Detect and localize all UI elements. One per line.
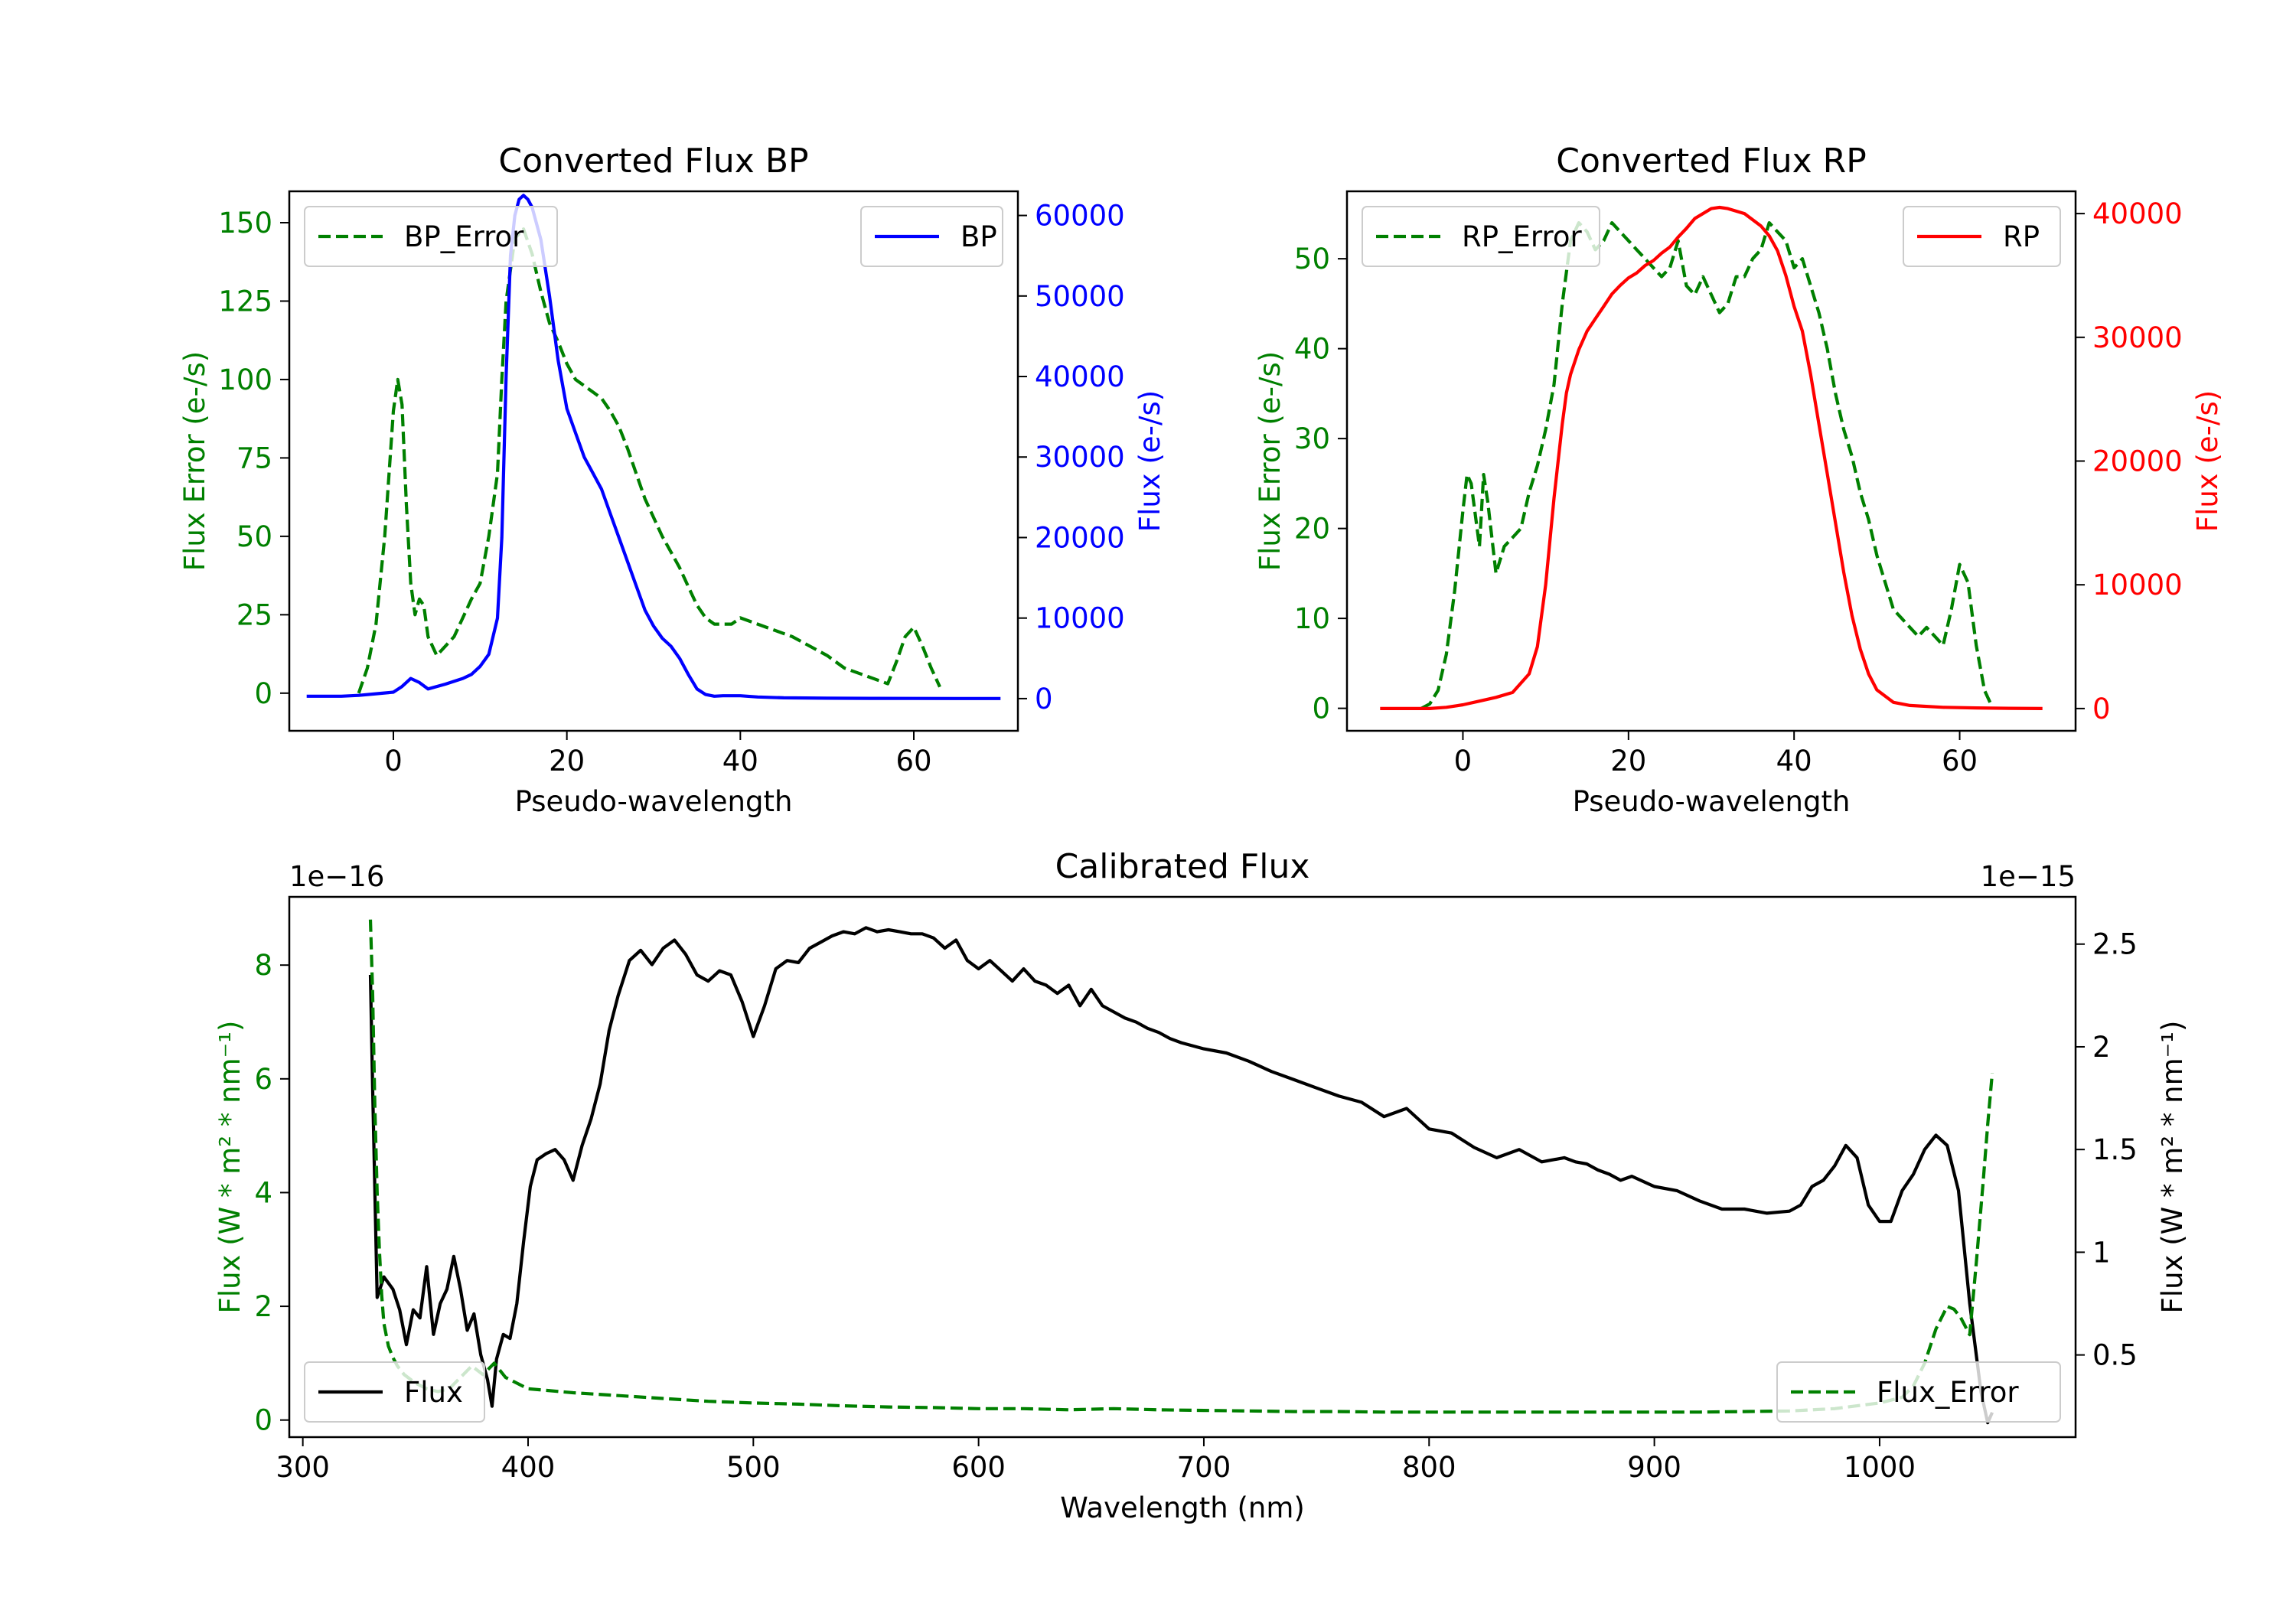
legend-label: Flux <box>404 1376 463 1409</box>
x-tick-label: 20 <box>1610 745 1646 777</box>
x-tick-label: 0 <box>384 745 403 777</box>
y-right-tick-label: 40000 <box>1035 360 1125 393</box>
legend-rp: RP <box>1903 206 2061 267</box>
x-axis-label: Wavelength (nm) <box>1060 1491 1305 1524</box>
y-right-axis-label: Flux (e-/s) <box>2191 390 2224 532</box>
y-right-tick-label: 2.5 <box>2092 928 2138 961</box>
x-tick-label: 800 <box>1402 1451 1456 1484</box>
y-right-tick-label: 1 <box>2092 1236 2111 1269</box>
y-left-tick-label: 2 <box>254 1290 272 1323</box>
y-right-tick-label: 0.5 <box>2092 1339 2138 1372</box>
series-line-bp <box>306 194 1001 700</box>
y-right-tick-label: 1.5 <box>2092 1133 2138 1166</box>
y-left-tick-label: 0 <box>254 677 272 710</box>
x-tick-label: 60 <box>895 745 931 777</box>
legend-flux: Flux <box>304 1361 485 1423</box>
chart-title: Converted Flux RP <box>1556 142 1867 181</box>
y-right-tick-label: 40000 <box>2092 197 2183 230</box>
legend-rp-error: RP_Error <box>1362 206 1600 267</box>
y-left-axis-label: Flux Error (e-/s) <box>178 351 211 571</box>
y-right-tick-label: 20000 <box>1035 521 1125 554</box>
y-left-tick-label: 0 <box>1312 693 1330 725</box>
y-left-tick-label: 4 <box>254 1176 272 1209</box>
legend-label: Flux_Error <box>1877 1376 2019 1409</box>
plot-frame <box>1345 190 2077 732</box>
y-left-tick-label: 50 <box>236 520 272 553</box>
x-tick-label: 20 <box>549 745 585 777</box>
legend-flux-error: Flux_Error <box>1776 1361 2061 1423</box>
legend-bp: BP <box>860 206 1003 267</box>
plot-frame <box>288 895 2077 1439</box>
y-left-tick-label: 40 <box>1294 333 1330 366</box>
x-tick-label: 0 <box>1454 745 1473 777</box>
x-tick-label: 40 <box>722 745 758 777</box>
y-left-axis-label: Flux (W * m² * nm⁻¹) <box>214 1021 246 1314</box>
y-right-tick-label: 60000 <box>1035 200 1125 233</box>
series-line-rp-error <box>1420 221 1994 710</box>
y-right-offset-label: 1e−15 <box>1981 860 2076 893</box>
y-right-tick-label: 10000 <box>1035 602 1125 635</box>
chart-title: Calibrated Flux <box>1055 847 1310 886</box>
legend-label: BP <box>960 220 997 253</box>
legend-label: RP_Error <box>1462 220 1582 253</box>
legend-box <box>304 206 558 267</box>
y-left-tick-label: 20 <box>1294 513 1330 546</box>
y-right-axis-label: Flux (e-/s) <box>1133 390 1166 532</box>
series-line-rp <box>1380 205 2043 710</box>
y-left-tick-label: 125 <box>218 285 272 318</box>
y-left-tick-label: 25 <box>236 598 272 631</box>
chart-bp: 0 20 40 60 0 25 50 75 100 125 150 0 10000 20000 30000 4… <box>178 142 1166 818</box>
series-line-flux-error <box>368 919 1994 1414</box>
y-right-tick-label: 10000 <box>2092 569 2183 601</box>
y-right-tick-label: 2 <box>2092 1031 2111 1064</box>
y-left-tick-label: 10 <box>1294 602 1330 635</box>
plot-frame <box>288 190 1019 732</box>
x-tick-label: 600 <box>951 1451 1006 1484</box>
y-right-tick-label: 0 <box>1035 683 1053 715</box>
legend-bp-error: BP_Error <box>304 206 558 267</box>
legend-box <box>304 1361 485 1423</box>
legend-box <box>1362 206 1600 267</box>
x-tick-label: 900 <box>1627 1451 1681 1484</box>
legend-box <box>1903 206 2061 267</box>
x-tick-label: 300 <box>276 1451 330 1484</box>
series-line-bp-error <box>357 227 941 694</box>
x-axis-label: Pseudo-wavelength <box>515 785 793 818</box>
y-right-tick-label: 0 <box>2092 693 2111 725</box>
y-left-tick-label: 75 <box>236 442 272 474</box>
x-axis-label: Pseudo-wavelength <box>1573 785 1851 818</box>
y-left-tick-label: 100 <box>218 363 272 396</box>
y-left-axis-label: Flux Error (e-/s) <box>1254 351 1287 571</box>
x-tick-label: 500 <box>726 1451 781 1484</box>
x-tick-label: 400 <box>501 1451 556 1484</box>
legend-box <box>1776 1361 2061 1423</box>
y-left-tick-label: 50 <box>1294 243 1330 275</box>
legend-label: BP_Error <box>404 220 524 253</box>
y-right-tick-label: 50000 <box>1035 280 1125 313</box>
y-left-tick-label: 0 <box>254 1404 272 1437</box>
x-tick-label: 60 <box>1942 745 1978 777</box>
x-tick-label: 1000 <box>1844 1451 1916 1484</box>
y-right-axis-label: Flux (W * m² * nm⁻¹) <box>2156 1021 2189 1314</box>
series-line-flux <box>368 926 1994 1425</box>
y-right-tick-label: 30000 <box>2092 321 2183 354</box>
y-right-tick-label: 20000 <box>2092 445 2183 478</box>
y-right-tick-label: 30000 <box>1035 441 1125 474</box>
chart-calibrated: 300 400 500 600 700 800 900 1000 0 2 4 6 8 0.5 1 1.5 2 2.… <box>214 847 2189 1524</box>
legend-label: RP <box>2003 220 2040 253</box>
x-tick-label: 40 <box>1776 745 1812 777</box>
y-left-offset-label: 1e−16 <box>289 860 384 893</box>
x-tick-label: 700 <box>1177 1451 1231 1484</box>
chart-rp: 0 20 40 60 0 10 20 30 40 50 0 10000 20000 30000 40000 C… <box>1254 142 2224 818</box>
y-left-tick-label: 150 <box>218 207 272 240</box>
y-left-tick-label: 6 <box>254 1063 272 1096</box>
chart-title: Converted Flux BP <box>498 142 808 181</box>
y-left-tick-label: 8 <box>254 949 272 982</box>
y-left-tick-label: 30 <box>1294 422 1330 455</box>
